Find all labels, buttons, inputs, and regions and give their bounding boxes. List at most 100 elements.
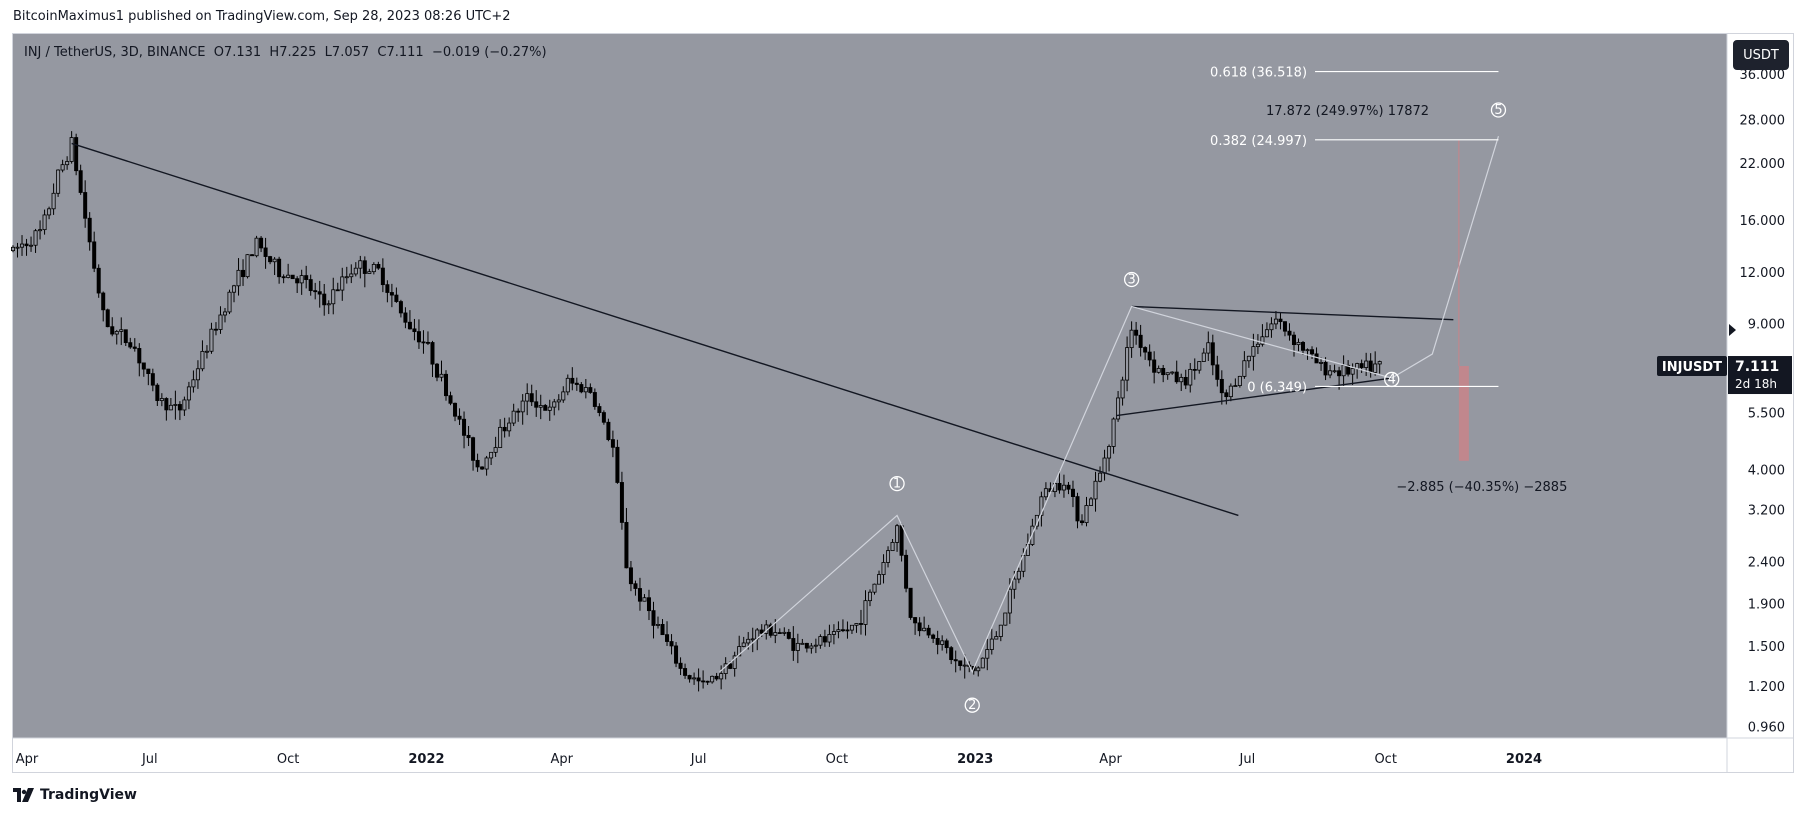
candle-body	[1075, 496, 1080, 522]
candle-body	[1061, 484, 1066, 491]
candle-body	[881, 562, 886, 575]
candle-body	[182, 399, 187, 411]
candle-body	[29, 244, 34, 247]
candle-body	[466, 434, 471, 439]
candle-body	[1143, 347, 1148, 353]
time-tick-label: Apr	[16, 752, 39, 767]
candle-body	[1206, 342, 1211, 354]
candle-body	[51, 192, 56, 210]
price-tick-label: 0.960	[1748, 720, 1785, 735]
candle-body	[565, 377, 570, 393]
candle-body	[444, 373, 449, 397]
candle-body	[795, 642, 800, 651]
candle-body	[868, 591, 873, 602]
candle-body	[1089, 498, 1094, 506]
candle-body	[1296, 341, 1301, 346]
candle-body	[453, 402, 458, 417]
candle-body	[1188, 368, 1193, 386]
candle-body	[1287, 330, 1292, 336]
candle-body	[101, 292, 106, 311]
candle-body	[1179, 376, 1184, 383]
candle-body	[353, 267, 358, 275]
candle-body	[1066, 484, 1071, 490]
candle-body	[953, 659, 958, 662]
candle-body	[475, 459, 480, 468]
candle-body	[714, 675, 719, 680]
candle-body	[710, 675, 715, 683]
measure-down-label: −2.885 (−40.35%) −2885	[1396, 480, 1567, 495]
candle-body	[1012, 578, 1017, 590]
candle-body	[1323, 362, 1328, 376]
candle-body	[858, 623, 863, 625]
candle-body	[809, 645, 814, 649]
candle-body	[1210, 342, 1215, 366]
candle-body	[610, 439, 615, 448]
candle-body	[759, 629, 764, 634]
wave-label-circle	[1384, 371, 1400, 388]
currency-unit-button[interactable]: USDT	[1733, 40, 1789, 70]
candle-body	[78, 170, 83, 193]
candle-body	[1120, 379, 1125, 399]
candle-body	[692, 677, 697, 680]
time-tick-label: Jul	[690, 752, 707, 767]
candle-body	[651, 610, 656, 626]
candle-body	[1282, 321, 1287, 332]
candle-body	[335, 289, 340, 292]
candle-body	[281, 276, 286, 279]
candle-body	[448, 395, 453, 404]
symbol-tag-bg	[1657, 356, 1727, 377]
candle-body	[1278, 318, 1283, 323]
candle-body	[1301, 341, 1306, 351]
candle-body	[439, 373, 444, 378]
candle-body	[371, 264, 376, 273]
descending-trendline	[71, 142, 1239, 517]
candle-body	[804, 642, 809, 649]
drawings-layer	[71, 70, 1500, 674]
candle-body	[922, 627, 927, 632]
candle-body	[552, 401, 557, 408]
candle-body	[583, 387, 588, 393]
candle-body	[254, 237, 259, 257]
candle-body	[1328, 370, 1333, 376]
candle-body	[87, 217, 92, 243]
candle-body	[895, 525, 900, 543]
candle-body	[1197, 361, 1202, 371]
candle-body	[1350, 368, 1355, 375]
price-tick-label: 1.900	[1748, 598, 1785, 613]
tradingview-logo[interactable]: TradingView	[13, 787, 137, 803]
candle-body	[1310, 349, 1315, 355]
candle-body	[687, 675, 692, 680]
candle-body	[313, 290, 318, 293]
candle-body	[665, 634, 670, 642]
price-tick-label: 9.000	[1748, 318, 1785, 333]
open-label: O	[213, 45, 224, 60]
candle-body	[1093, 480, 1098, 500]
candle-body	[209, 328, 214, 352]
candle-body	[633, 583, 638, 589]
candle-body	[1170, 371, 1175, 374]
wave-label: 4	[1388, 372, 1396, 387]
candle-body	[904, 554, 909, 589]
candle-body	[547, 406, 552, 411]
candle-body	[669, 641, 674, 647]
candle-body	[434, 363, 439, 378]
candle-body	[416, 331, 421, 343]
fib-level-label: 0.618 (36.518)	[1210, 66, 1307, 81]
candle-body	[863, 600, 868, 625]
candle-body	[538, 405, 543, 408]
candle-body	[1138, 334, 1143, 348]
candle-body	[507, 422, 512, 432]
candle-body	[737, 646, 742, 657]
candle-body	[940, 640, 945, 645]
candle-body	[317, 291, 322, 295]
candle-body	[425, 341, 430, 344]
candle-body	[457, 415, 462, 420]
candle-body	[295, 278, 300, 284]
candle-body	[227, 291, 232, 313]
measure-down-box	[1458, 366, 1469, 461]
candle-body	[822, 636, 827, 643]
candle-body	[525, 393, 530, 402]
candle-body	[926, 627, 931, 636]
candle-body	[827, 634, 832, 643]
